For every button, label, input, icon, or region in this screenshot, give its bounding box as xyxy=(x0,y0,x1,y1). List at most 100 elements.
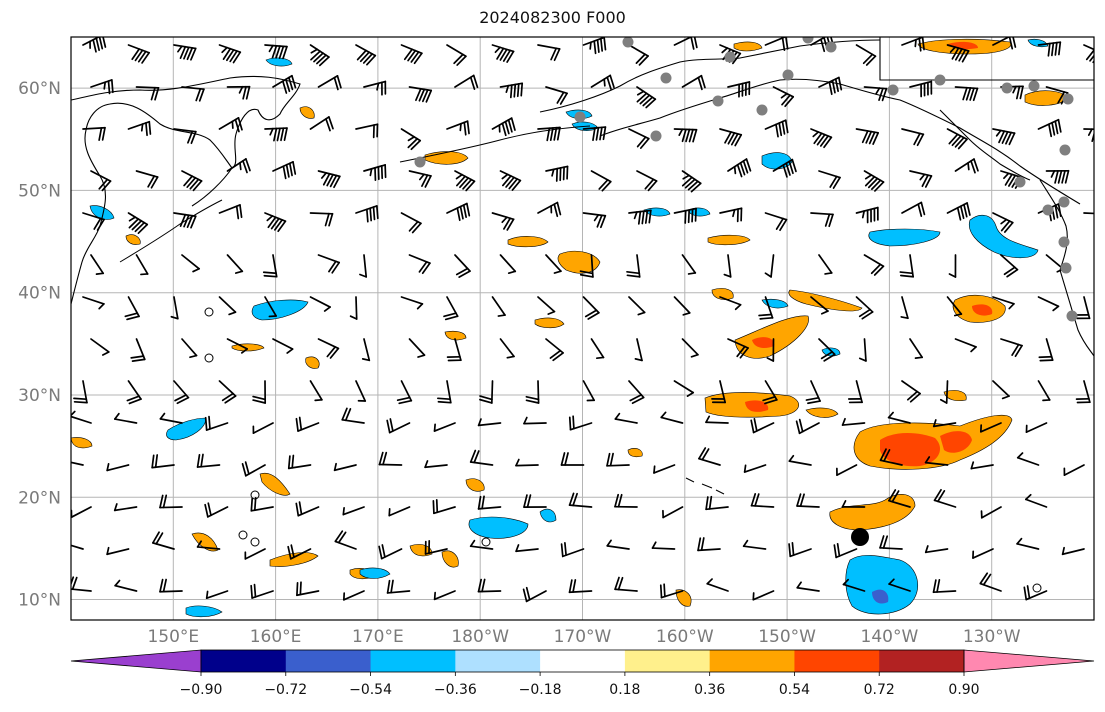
barb-feather xyxy=(525,399,540,404)
lat-tick-label: 60°N xyxy=(18,79,61,99)
barb-feather xyxy=(501,173,509,180)
barb-feather xyxy=(333,76,339,91)
barb-feather xyxy=(131,358,146,362)
barb-feather xyxy=(932,419,937,428)
barb-feather xyxy=(721,47,729,54)
barb-feather xyxy=(864,174,873,180)
barb-feather xyxy=(705,415,711,424)
island-circle xyxy=(481,537,491,547)
barb-feather xyxy=(510,117,516,131)
station-dot xyxy=(574,111,586,123)
barb-feather xyxy=(329,347,340,359)
barb-feather xyxy=(1003,266,1016,276)
wind-barb xyxy=(673,296,691,316)
barb-feather xyxy=(466,120,470,135)
positive-strong-blob xyxy=(940,431,972,453)
barb-feather xyxy=(424,460,429,469)
wind-barb xyxy=(173,128,197,145)
wind-barb xyxy=(979,572,1002,592)
wind-barb xyxy=(863,86,888,102)
wind-barb xyxy=(545,86,568,105)
barb-feather xyxy=(572,579,577,593)
station-dots xyxy=(414,37,1078,546)
barb-feather xyxy=(881,87,888,102)
barb-feather xyxy=(101,180,112,192)
barb-feather xyxy=(953,313,963,317)
barb-shaft xyxy=(181,338,198,357)
barb-feather xyxy=(205,590,209,600)
barb-feather xyxy=(186,214,194,229)
barb-feather xyxy=(323,306,331,312)
barb-feather xyxy=(553,203,559,218)
barb-feather xyxy=(865,130,873,144)
barb-feather xyxy=(407,49,417,62)
wind-barb xyxy=(634,338,643,362)
barb-feather xyxy=(288,76,294,91)
wind-barb xyxy=(841,500,866,508)
wind-barb xyxy=(772,86,795,108)
barb-feather xyxy=(329,174,338,188)
barb-feather xyxy=(651,541,657,549)
wind-barb xyxy=(433,422,456,432)
positive-blob xyxy=(71,437,93,449)
barb-feather xyxy=(939,398,948,404)
barb-feather xyxy=(378,545,383,560)
wind-barb xyxy=(525,380,540,404)
barb-feather xyxy=(998,130,1006,144)
marker-large xyxy=(851,528,869,546)
wind-barb xyxy=(614,412,638,424)
barb-shaft xyxy=(226,254,244,273)
barb-feather xyxy=(320,172,328,179)
barb-shaft xyxy=(980,506,1002,519)
barb-feather xyxy=(362,53,374,64)
barb-shaft xyxy=(1016,456,1040,466)
wind-barb xyxy=(980,506,1002,519)
barb-feather xyxy=(584,309,598,318)
barb-feather xyxy=(114,412,120,420)
barb-feather xyxy=(458,270,471,278)
barb-feather xyxy=(432,500,435,515)
wind-barb xyxy=(241,461,266,477)
barb-feather xyxy=(700,537,705,552)
barb-feather xyxy=(333,175,341,189)
barb-feather xyxy=(637,311,646,316)
wind-barb xyxy=(901,37,925,52)
colorbar-segment xyxy=(540,650,626,672)
barb-feather xyxy=(424,175,432,188)
barb-feather xyxy=(691,208,694,223)
positive-blob xyxy=(125,234,141,245)
wind-barb xyxy=(181,170,203,192)
barb-feather xyxy=(522,588,528,603)
barb-feather xyxy=(455,267,469,276)
wind-barb xyxy=(477,578,502,593)
wind-barb xyxy=(888,578,911,592)
barb-feather xyxy=(644,209,649,224)
wind-barb xyxy=(764,254,775,278)
barb-feather xyxy=(325,118,331,132)
wind-barb xyxy=(681,254,697,275)
barb-feather xyxy=(820,38,826,53)
colorbar-segment xyxy=(201,650,287,672)
barb-feather xyxy=(924,545,929,554)
barb-feather xyxy=(186,176,197,188)
barb-shaft xyxy=(424,464,448,469)
colorbar-label: 0.18 xyxy=(609,682,640,698)
barb-feather xyxy=(816,133,826,146)
barb-feather xyxy=(572,415,575,430)
barb-feather xyxy=(739,162,746,176)
wind-barb xyxy=(545,254,562,274)
coastline-asia xyxy=(71,75,301,305)
barb-feather xyxy=(641,210,645,225)
wind-barb xyxy=(681,170,702,193)
wind-barb xyxy=(545,338,564,362)
barb-shaft xyxy=(1016,542,1040,550)
station-dot xyxy=(660,72,672,84)
barb-feather xyxy=(114,579,121,587)
wind-barb xyxy=(309,380,323,402)
barb-feather xyxy=(631,396,645,405)
barb-feather xyxy=(283,127,288,142)
wind-barb xyxy=(750,493,775,508)
wind-barb xyxy=(127,120,152,137)
wind-barb xyxy=(1037,118,1062,138)
barb-feather xyxy=(333,462,337,472)
